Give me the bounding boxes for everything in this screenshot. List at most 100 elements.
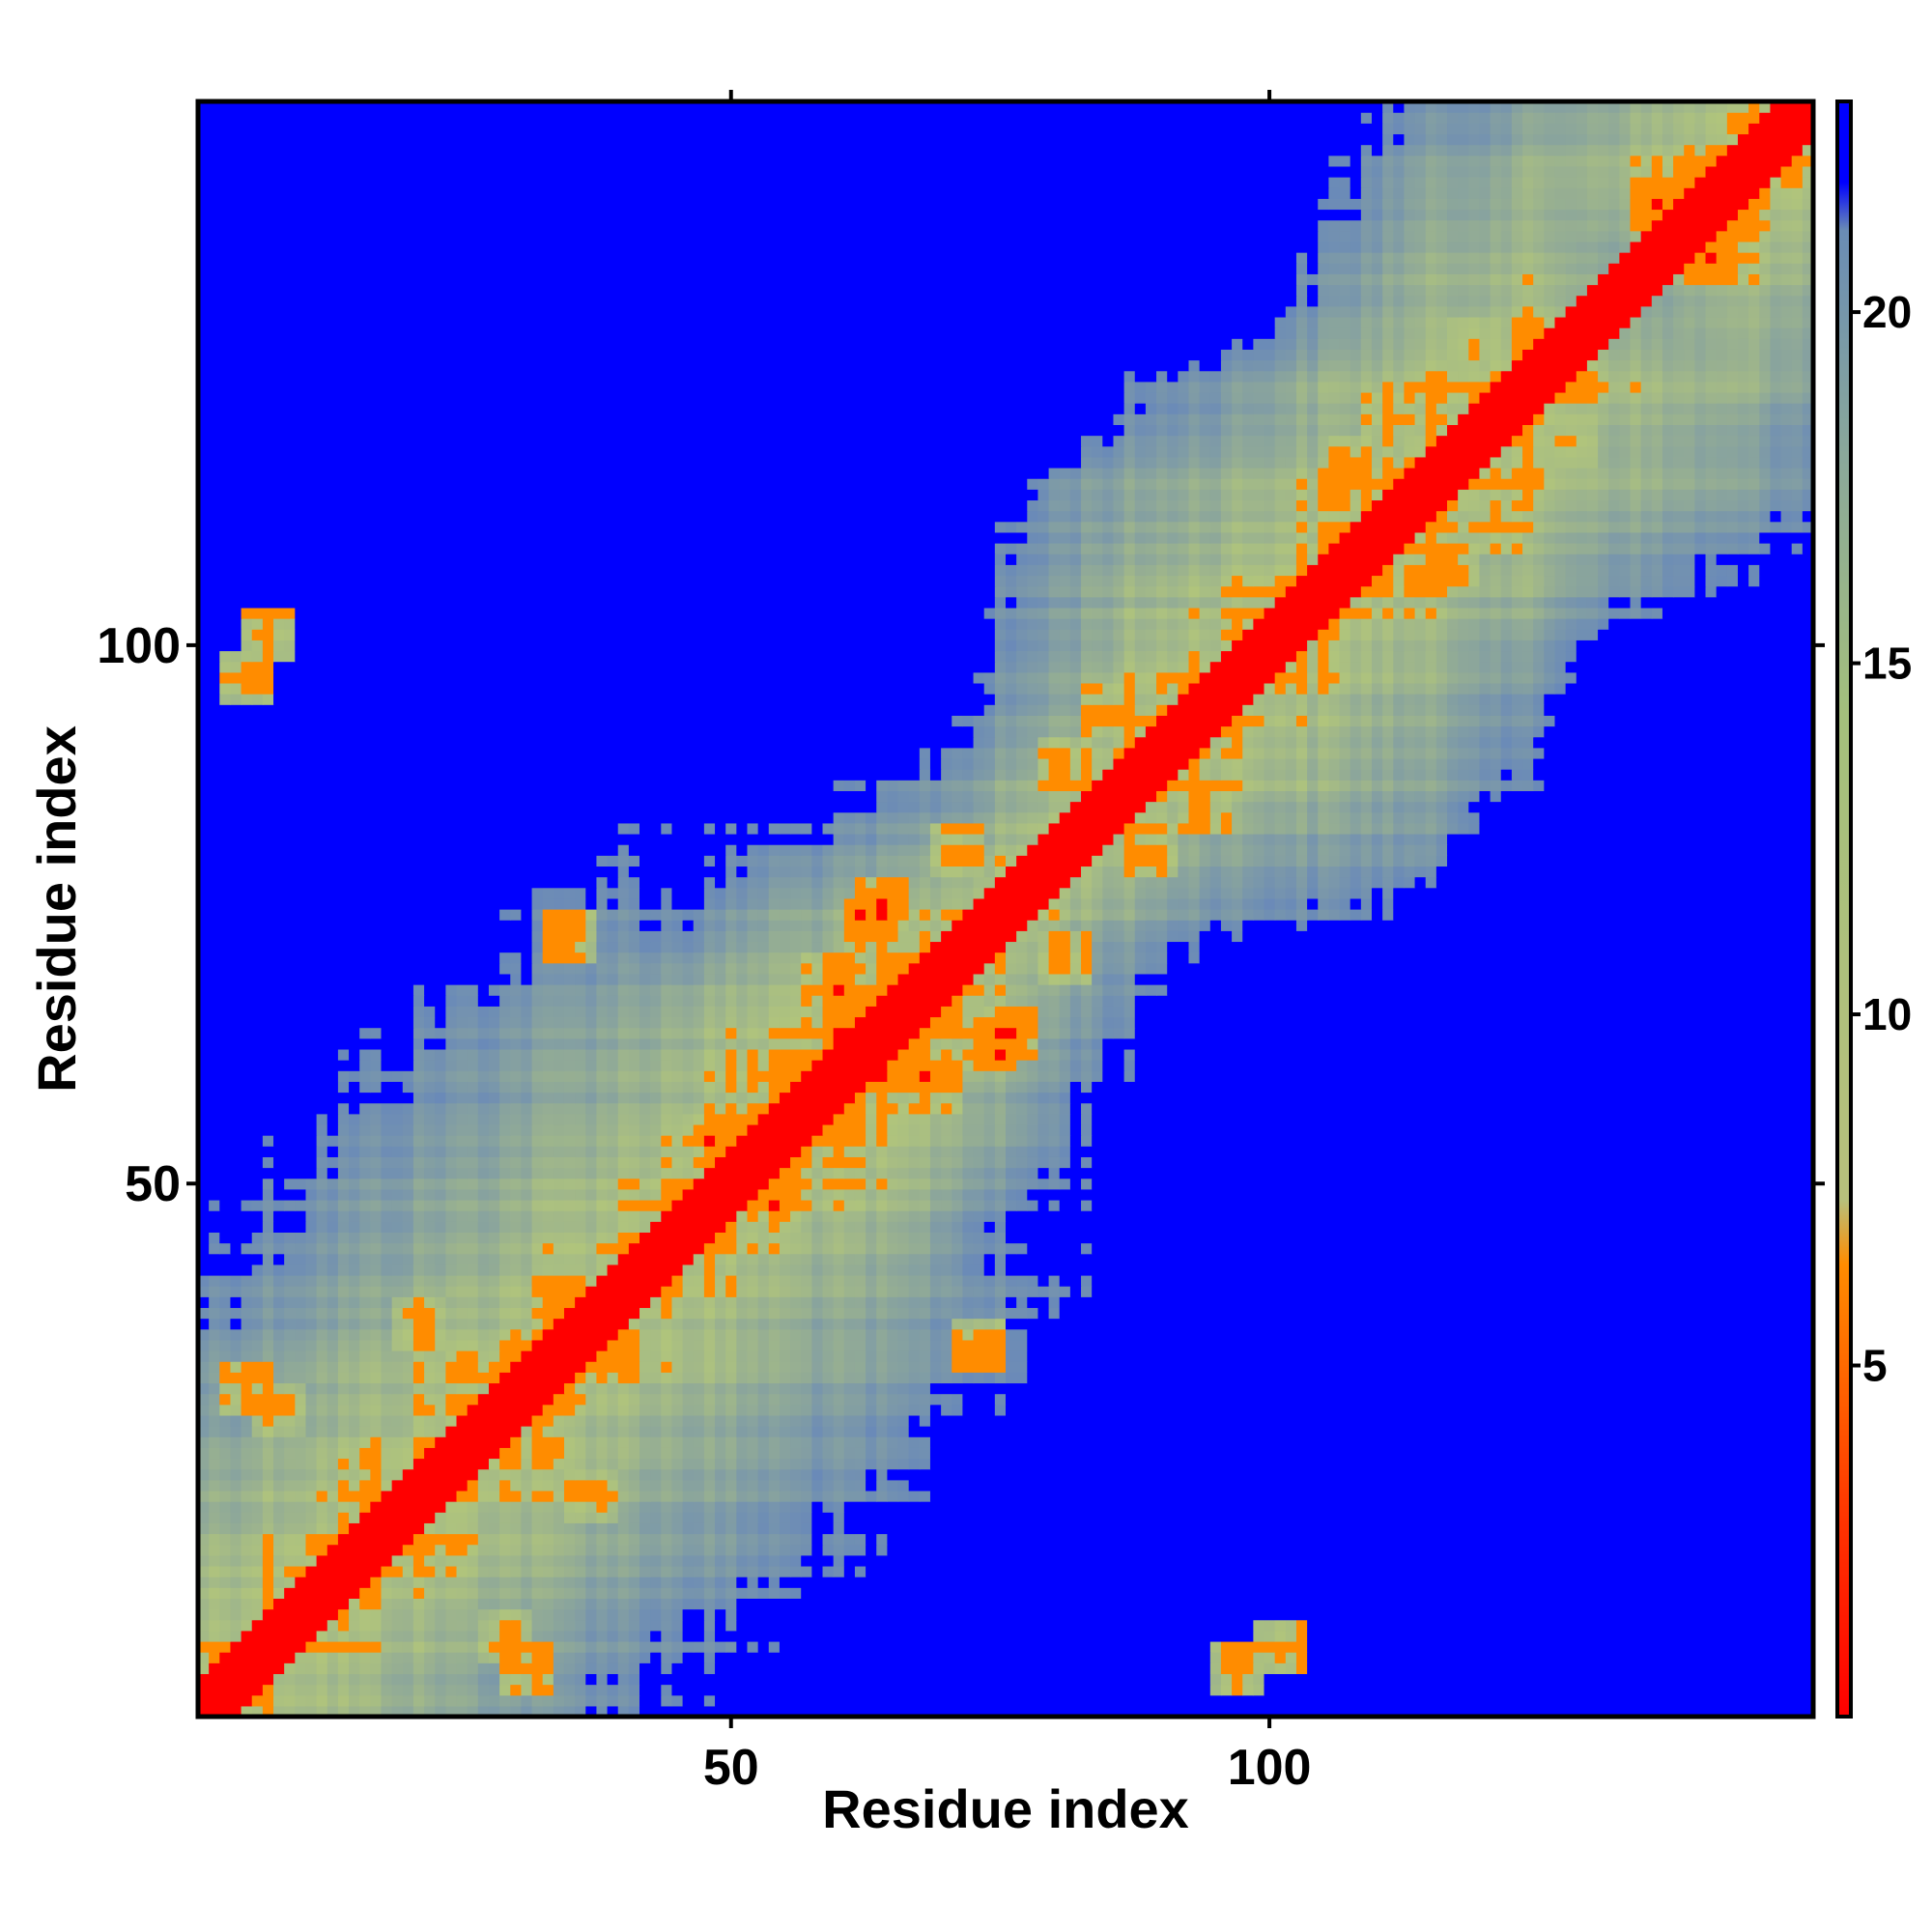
heatmap-cell xyxy=(1414,866,1427,878)
heatmap-cell xyxy=(542,1188,554,1201)
heatmap-cell xyxy=(628,909,640,921)
heatmap-cell xyxy=(715,822,726,835)
heatmap-cell xyxy=(477,1264,490,1276)
heatmap-cell xyxy=(866,962,877,975)
heatmap-cell xyxy=(1167,930,1179,943)
heatmap-cell xyxy=(671,1167,684,1179)
heatmap-cell xyxy=(542,1232,554,1244)
heatmap-cell xyxy=(1209,790,1222,803)
heatmap-cell xyxy=(542,1577,554,1588)
heatmap-cell xyxy=(639,1092,651,1104)
heatmap-cell xyxy=(1339,855,1351,867)
heatmap-cell xyxy=(337,1264,350,1276)
heatmap-cell xyxy=(822,1544,835,1556)
heatmap-cell xyxy=(1242,844,1254,856)
heatmap-cell xyxy=(833,822,845,835)
heatmap-cell xyxy=(1188,930,1201,943)
heatmap-cell xyxy=(563,1037,576,1050)
heatmap-cell xyxy=(585,1027,598,1039)
heatmap-cell xyxy=(435,1619,446,1632)
heatmap-cell xyxy=(198,1640,232,1653)
heatmap-cell xyxy=(779,1577,1814,1588)
heatmap-cell xyxy=(424,1382,436,1395)
heatmap-cell xyxy=(1113,844,1125,856)
heatmap-cell xyxy=(1037,930,1050,943)
heatmap-cell xyxy=(682,1619,705,1632)
heatmap-cell xyxy=(628,1490,640,1502)
heatmap-cell xyxy=(467,1619,479,1632)
heatmap-cell xyxy=(736,1006,749,1018)
heatmap-cell xyxy=(1123,973,1136,985)
heatmap-cell xyxy=(768,1468,781,1481)
heatmap-cell xyxy=(1156,930,1168,943)
heatmap-cell xyxy=(876,1458,888,1470)
heatmap-cell xyxy=(337,1479,350,1492)
heatmap-cell xyxy=(833,1318,845,1330)
heatmap-cell xyxy=(412,1006,425,1018)
heatmap-cell xyxy=(887,1339,899,1351)
heatmap-cell xyxy=(983,822,996,835)
heatmap-cell xyxy=(563,1468,576,1481)
heatmap-cell xyxy=(295,1684,318,1696)
heatmap-cell xyxy=(671,1350,684,1362)
heatmap-cell xyxy=(790,876,802,889)
heatmap-cell xyxy=(456,1146,469,1157)
heatmap-cell xyxy=(596,1393,609,1406)
heatmap-cell xyxy=(198,1490,210,1502)
heatmap-cell xyxy=(1447,801,1459,813)
heatmap-cell xyxy=(273,1339,285,1351)
heatmap-cell xyxy=(370,1274,383,1287)
heatmap-cell xyxy=(424,1577,436,1588)
heatmap-cell xyxy=(703,952,716,964)
heatmap-cell xyxy=(983,833,996,845)
heatmap-cell xyxy=(1016,780,1028,791)
heatmap-cell xyxy=(359,1447,383,1460)
heatmap-cell xyxy=(585,1221,598,1233)
heatmap-cell xyxy=(349,1468,360,1481)
heatmap-cell xyxy=(542,1608,554,1621)
heatmap-cell xyxy=(962,1307,975,1320)
heatmap-cell xyxy=(650,1436,662,1448)
heatmap-cell xyxy=(424,1060,436,1071)
heatmap-cell xyxy=(209,1630,220,1642)
heatmap-cell xyxy=(639,962,651,975)
heatmap-cell xyxy=(973,1372,985,1384)
heatmap-cell xyxy=(607,1382,619,1395)
heatmap-cell xyxy=(693,1156,716,1169)
heatmap-cell xyxy=(757,1318,770,1330)
heatmap-cell xyxy=(866,1382,877,1395)
heatmap-cell xyxy=(456,1587,469,1599)
heatmap-cell xyxy=(1081,920,1093,931)
heatmap-cell xyxy=(563,1705,576,1718)
heatmap-cell xyxy=(715,1339,726,1351)
heatmap-cell xyxy=(811,941,824,953)
heatmap-cell xyxy=(1404,844,1416,856)
heatmap-cell xyxy=(1318,801,1329,813)
heatmap-cell xyxy=(854,822,867,835)
heatmap-cell xyxy=(499,1092,511,1104)
heatmap-cell xyxy=(1328,769,1341,781)
heatmap-cell xyxy=(198,1404,210,1416)
heatmap-cell xyxy=(1242,780,1254,791)
heatmap-cell xyxy=(575,1447,586,1460)
heatmap-cell xyxy=(822,897,835,910)
heatmap-cell xyxy=(639,1361,651,1373)
heatmap-cell xyxy=(585,1684,598,1696)
heatmap-cell xyxy=(284,1296,307,1309)
heatmap-cell xyxy=(650,1210,662,1222)
heatmap-cell xyxy=(811,1221,824,1233)
heatmap-cell xyxy=(994,984,1007,996)
heatmap-cell xyxy=(682,1318,695,1330)
heatmap-cell xyxy=(661,909,673,921)
heatmap-cell xyxy=(488,1382,565,1395)
heatmap-cell xyxy=(542,1113,554,1125)
heatmap-cell xyxy=(585,1640,598,1653)
heatmap-cell xyxy=(467,1264,479,1276)
heatmap-cell xyxy=(531,1577,544,1588)
heatmap-cell xyxy=(1350,780,1362,791)
heatmap-cell xyxy=(198,1006,414,1018)
heatmap-cell xyxy=(811,962,824,975)
heatmap-cell xyxy=(359,1156,371,1169)
heatmap-cell xyxy=(671,1361,684,1373)
heatmap-cell xyxy=(370,1081,383,1094)
